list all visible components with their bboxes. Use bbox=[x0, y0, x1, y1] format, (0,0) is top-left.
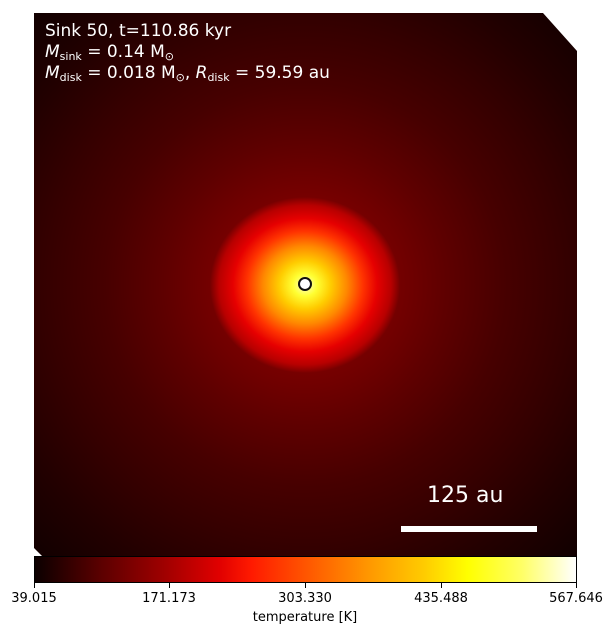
colorbar bbox=[34, 556, 577, 583]
scale-bar-label: 125 au bbox=[427, 483, 504, 508]
colorbar-tick-label: 435.488 bbox=[414, 591, 468, 606]
colorbar-tick-label: 171.173 bbox=[142, 591, 196, 606]
temperature-map: Sink 50, t=110.86 kyr Msink = 0.14 M⊙ Md… bbox=[34, 13, 577, 556]
sink-title: Sink 50, t=110.86 kyr bbox=[45, 21, 232, 41]
corner-mask-top-right bbox=[543, 13, 577, 51]
colorbar-tick-label: 567.646 bbox=[549, 591, 603, 606]
colorbar-tick bbox=[305, 583, 306, 588]
disk-params-label: Mdisk = 0.018 M⊙, Rdisk = 59.59 au bbox=[45, 63, 330, 84]
colorbar-tick bbox=[576, 583, 577, 588]
sink-mass-label: Msink = 0.14 M⊙ bbox=[45, 42, 175, 63]
scale-bar bbox=[401, 526, 537, 532]
colorbar-tick bbox=[441, 583, 442, 588]
colorbar-tick bbox=[169, 583, 170, 588]
colorbar-tick bbox=[34, 583, 35, 588]
corner-mask-bottom-left bbox=[34, 548, 42, 556]
colorbar-title: temperature [K] bbox=[252, 610, 358, 625]
sink-marker bbox=[298, 277, 312, 291]
colorbar-tick-label: 39.015 bbox=[11, 591, 57, 606]
colorbar-tick-label: 303.330 bbox=[278, 591, 332, 606]
